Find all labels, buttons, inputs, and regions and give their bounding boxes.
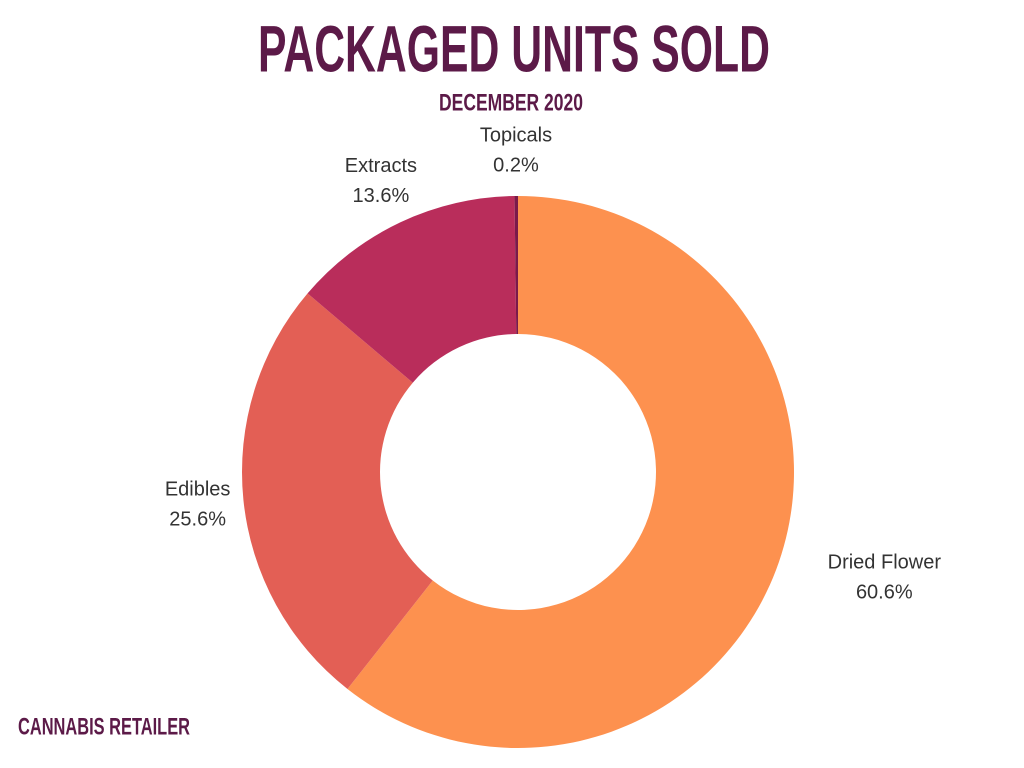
source: CANNABIS RETAILER: [18, 713, 190, 740]
donut-slice: [307, 196, 517, 383]
slice-label: Extracts: [345, 155, 417, 177]
chart-title: PACKAGED UNITS SOLD: [258, 11, 770, 85]
donut-slice: [241, 293, 433, 690]
slice-value-label: 25.6%: [169, 509, 226, 531]
slice-value-label: 13.6%: [353, 185, 410, 207]
chart-subtitle: DECEMBER 2020: [439, 89, 583, 116]
slice-label: Topicals: [480, 124, 552, 146]
slice-value-label: 0.2%: [493, 154, 539, 176]
slice-label: Edibles: [165, 479, 231, 501]
slice-label: Dried Flower: [828, 552, 942, 574]
donut-slice: [347, 196, 795, 748]
slice-value-label: 60.6%: [856, 582, 913, 604]
donut-slice: [514, 196, 518, 335]
